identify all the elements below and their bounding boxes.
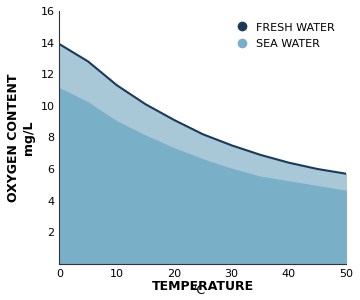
X-axis label: TEMPERATURE: TEMPERATURE — [152, 280, 254, 293]
Legend: FRESH WATER, SEA WATER: FRESH WATER, SEA WATER — [231, 16, 341, 55]
Y-axis label: OXYGEN CONTENT
mg/L: OXYGEN CONTENT mg/L — [7, 73, 35, 202]
Text: °C: °C — [190, 284, 206, 297]
